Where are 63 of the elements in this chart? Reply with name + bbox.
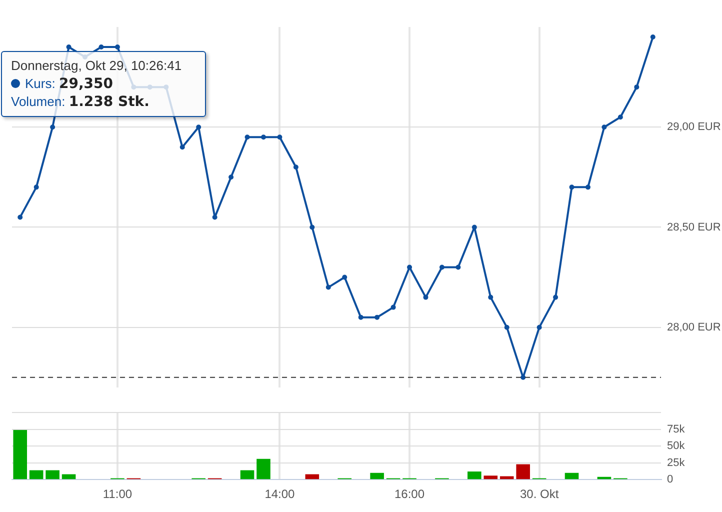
- point: [650, 34, 656, 40]
- x-tick-label: 11:00: [102, 487, 132, 502]
- point: [260, 134, 266, 140]
- annotation: Volumen: 1.238 Stk.: [11, 93, 150, 111]
- point: [358, 314, 364, 320]
- point: [196, 124, 202, 130]
- bar: [256, 458, 270, 480]
- point: [602, 124, 607, 130]
- point: [390, 304, 396, 310]
- point: [34, 184, 39, 190]
- bar: [516, 464, 530, 480]
- point: [488, 294, 494, 300]
- annotation: Donnerstag, Okt 29, 10:26:41: [11, 57, 183, 75]
- x-tick-label: 14:00: [264, 487, 296, 502]
- point: [553, 294, 558, 300]
- point: [618, 114, 623, 120]
- point: [456, 264, 461, 270]
- point: [472, 224, 477, 230]
- y-tick-label: 28,00 EUR: [667, 321, 721, 334]
- y-tick-label: 0: [667, 474, 674, 486]
- y-tick-label: 28,50 EUR: [667, 221, 721, 234]
- point: [212, 214, 218, 220]
- bar: [468, 472, 482, 480]
- x-tick-label: 16:00: [394, 487, 425, 502]
- bar: [29, 470, 44, 480]
- point: [50, 124, 56, 130]
- bar: [46, 470, 60, 480]
- point: [439, 264, 444, 270]
- bar: [597, 476, 612, 480]
- bar: [62, 474, 76, 480]
- point: [569, 184, 574, 190]
- point: [114, 44, 120, 50]
- tooltip-panel: Donnerstag, Okt 29, 10:26:41 Kurs: 29,350 Volumen: 1.238 Stk.: [1, 51, 206, 117]
- bar: [564, 472, 579, 480]
- point: [18, 214, 23, 220]
- point: [98, 44, 104, 50]
- point: [342, 274, 348, 280]
- y-tick-label: 29,00 EUR: [667, 121, 721, 134]
- point: [326, 284, 331, 290]
- point: [407, 264, 412, 270]
- point: [536, 324, 542, 330]
- point: [310, 224, 315, 230]
- bar: [484, 476, 498, 480]
- bar: [305, 474, 320, 480]
- point: [423, 294, 428, 300]
- point: [228, 174, 234, 180]
- y-tick-label: 25k: [667, 456, 686, 469]
- annotation: Kurs: 29,350: [24, 75, 114, 93]
- y-tick-label: 75k: [667, 423, 686, 436]
- point: [277, 134, 282, 140]
- bar: [370, 472, 384, 480]
- point: [180, 144, 185, 150]
- point: [66, 44, 72, 50]
- point: [504, 324, 510, 330]
- x-tick-label: 30. Okt: [520, 487, 560, 502]
- point: [244, 134, 250, 140]
- point: [293, 164, 298, 170]
- point: [374, 314, 380, 320]
- point: [634, 84, 640, 90]
- point: [585, 184, 590, 190]
- bar: [240, 470, 254, 480]
- y-tick-label: 50k: [667, 440, 686, 452]
- bar: [13, 430, 28, 480]
